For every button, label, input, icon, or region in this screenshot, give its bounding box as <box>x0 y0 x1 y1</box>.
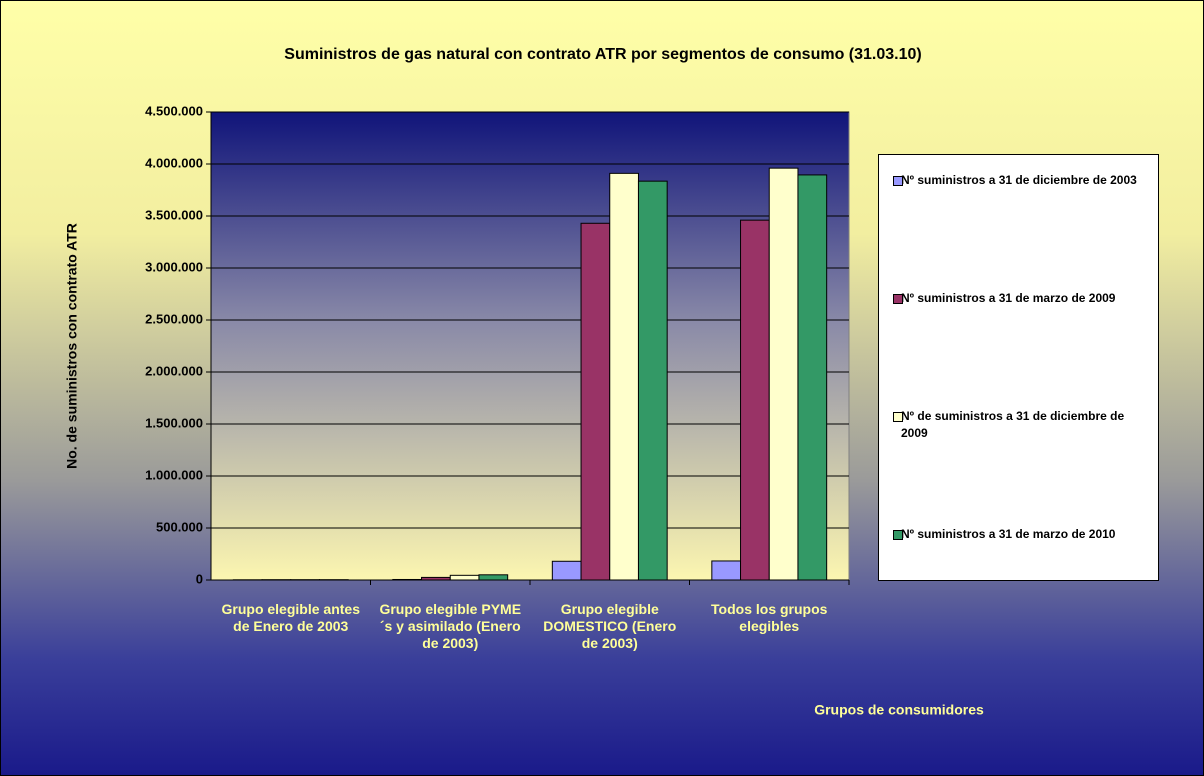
x-tick-label: Todos los grupos elegibles <box>711 601 828 634</box>
bar <box>637 180 668 581</box>
legend-entry: Nº suministros a 31 de diciembre de 2003 <box>893 172 1151 189</box>
legend-swatch <box>893 176 903 186</box>
legend: Nº suministros a 31 de diciembre de 2003… <box>878 154 1159 581</box>
y-tick-label: 3.500.000 <box>145 207 203 222</box>
legend-swatch <box>893 412 903 422</box>
x-tick-label: Grupo elegible DOMESTICO (Enero de 2003) <box>543 601 677 651</box>
y-tick-label: 4.500.000 <box>145 103 203 118</box>
bar <box>449 574 480 581</box>
y-tick-label: 1.000.000 <box>145 467 203 482</box>
y-tick-label: 500.000 <box>156 519 203 534</box>
x-tick-label: Grupo elegible antes de Enero de 2003 <box>221 601 360 634</box>
y-tick-label: 2.500.000 <box>145 311 203 326</box>
y-tick-label: 4.000.000 <box>145 155 203 170</box>
bar <box>580 222 611 581</box>
legend-entry: Nº de suministros a 31 de diciembre de 2… <box>893 408 1151 442</box>
bar <box>478 574 509 581</box>
bar <box>421 576 451 581</box>
bar <box>392 578 423 581</box>
legend-entry: Nº suministros a 31 de marzo de 2009 <box>893 290 1151 307</box>
y-axis-title: No. de suministros con contrato ATR <box>64 223 80 469</box>
y-tick-label: 1.500.000 <box>145 415 203 430</box>
legend-entry: Nº suministros a 31 de marzo de 2010 <box>893 526 1151 543</box>
bar <box>740 219 770 581</box>
bar <box>609 172 639 581</box>
legend-swatch <box>893 294 903 304</box>
y-tick-label: 2.000.000 <box>145 363 203 378</box>
x-tick-label: Grupo elegible PYME´s y asimilado (Enero… <box>379 601 522 651</box>
y-tick-label: 0 <box>196 571 203 586</box>
bar <box>797 174 828 581</box>
bar <box>768 167 799 581</box>
y-tick-label: 3.000.000 <box>145 259 203 274</box>
x-axis-title: Grupos de consumidores <box>814 702 984 718</box>
bar <box>711 560 742 581</box>
bar <box>551 560 582 581</box>
chart-title: Suministros de gas natural con contrato … <box>284 46 921 63</box>
legend-swatch <box>893 530 903 540</box>
